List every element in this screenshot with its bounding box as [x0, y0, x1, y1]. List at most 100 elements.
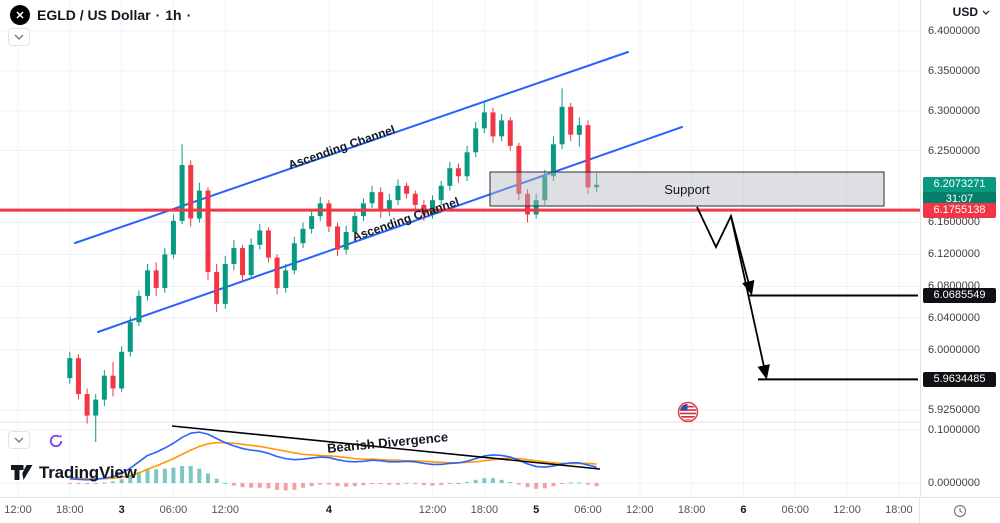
- macd-signal-line: [69, 441, 597, 480]
- histogram-bar: [344, 483, 349, 487]
- candle: [309, 209, 315, 234]
- price-axis[interactable]: 6.4000000 6.3500000 6.3000000 6.2500000 6.16…: [920, 0, 1000, 497]
- candle-body: [67, 358, 73, 379]
- histogram-bar: [465, 481, 470, 483]
- tradingview-logo[interactable]: TradingView: [10, 462, 137, 483]
- candle: [499, 113, 505, 142]
- symbol-name[interactable]: EGLD / US Dollar: [37, 7, 151, 23]
- histogram-bar: [335, 483, 340, 487]
- candle-body: [300, 228, 306, 244]
- time-axis-label: 12:00: [833, 504, 861, 516]
- histogram-bar: [223, 483, 228, 484]
- candle: [145, 263, 151, 301]
- histogram-bar: [456, 483, 461, 484]
- time-axis-day-label: 3: [118, 504, 125, 516]
- projection-arrow[interactable]: [696, 206, 755, 296]
- histogram-bar: [516, 483, 521, 485]
- time-axis-label: 12:00: [4, 504, 32, 516]
- time-axis-label: 18:00: [885, 504, 913, 516]
- interval-label[interactable]: 1h: [165, 7, 182, 23]
- histogram-bar: [214, 478, 219, 483]
- target-price-badge: 6.0685549: [923, 287, 996, 303]
- candle: [300, 222, 306, 249]
- histogram-bar: [395, 483, 400, 485]
- candle-body: [231, 248, 237, 264]
- tradingview-mark-icon: [11, 465, 33, 480]
- axis-corner: [919, 497, 1000, 523]
- histogram-bar: [473, 479, 478, 483]
- price-axis-label: 6.1600000: [928, 216, 980, 229]
- channel-trendline[interactable]: [97, 126, 683, 333]
- histogram-bar: [309, 483, 314, 487]
- histogram-bar: [560, 483, 565, 484]
- symbol-header: ✕ EGLD / US Dollar · 1h ·: [10, 5, 191, 25]
- candle: [170, 214, 176, 259]
- candle: [542, 169, 548, 205]
- price-axis-label: 6.2500000: [928, 144, 980, 157]
- candle: [257, 224, 263, 250]
- candle: [153, 262, 159, 296]
- currency-selector[interactable]: USD: [953, 5, 990, 19]
- annotation-text[interactable]: Ascending Channel: [286, 122, 396, 172]
- candle-body: [257, 230, 263, 245]
- time-axis[interactable]: 12:00 18:00 3 06:00 12:00 4 12:00 18:00 5 06:00 12…: [0, 497, 920, 523]
- price-axis-label: 5.9250000: [928, 403, 980, 416]
- indicator-axis-label: 0.1000000: [928, 424, 980, 436]
- candle-body: [516, 145, 522, 194]
- candle-body: [490, 112, 496, 137]
- candle-body: [404, 185, 410, 194]
- symbol-logo-multiversx[interactable]: ✕: [10, 5, 30, 25]
- histogram-bar: [249, 483, 254, 488]
- candle-body: [170, 220, 176, 255]
- collapse-main-pane-button[interactable]: [8, 28, 30, 46]
- candle-body: [309, 216, 315, 229]
- candle: [119, 346, 125, 392]
- histogram-bar: [378, 483, 383, 485]
- histogram-bar: [180, 466, 185, 483]
- candle-body: [326, 203, 332, 227]
- histogram-bar: [542, 483, 547, 489]
- candle: [162, 248, 168, 293]
- candle-body: [559, 106, 565, 145]
- support-zone[interactable]: [489, 171, 885, 207]
- histogram-bar: [387, 483, 392, 485]
- macd-indicator-icon[interactable]: [48, 433, 64, 449]
- histogram-bar: [266, 483, 271, 489]
- histogram-bar: [585, 483, 590, 485]
- candle-body: [343, 232, 349, 250]
- candle-body: [248, 244, 254, 276]
- divergence-trendline[interactable]: [171, 425, 601, 470]
- candle-body: [369, 192, 375, 204]
- projection-arrow[interactable]: [730, 215, 770, 380]
- histogram-bar: [205, 473, 210, 483]
- candle-body: [291, 243, 297, 271]
- candle: [136, 290, 142, 327]
- histogram-bar: [361, 483, 366, 486]
- chart-canvas[interactable]: Ascending Channel Ascending Channel Suppor…: [0, 0, 920, 497]
- price-badge-value: 6.0685549: [923, 287, 996, 303]
- candle: [481, 102, 487, 134]
- histogram-bar: [318, 483, 323, 485]
- clock-icon[interactable]: [953, 504, 967, 518]
- annotation-text[interactable]: Support: [664, 182, 710, 197]
- symbol-title[interactable]: EGLD / US Dollar · 1h ·: [37, 7, 191, 23]
- candle: [188, 160, 194, 227]
- flag-stripe: [679, 405, 697, 408]
- candle: [507, 117, 513, 151]
- candle-body: [525, 193, 531, 215]
- tradingview-logo-text: TradingView: [39, 462, 137, 482]
- candle-body: [335, 226, 341, 250]
- us-flag-event-icon[interactable]: [677, 401, 699, 423]
- histogram-bar: [93, 483, 98, 484]
- collapse-indicator-pane-button[interactable]: [8, 431, 30, 449]
- histogram-bar: [490, 478, 495, 483]
- candle: [430, 195, 436, 219]
- annotation-text[interactable]: Ascending Channel: [350, 194, 460, 244]
- candle-body: [507, 120, 513, 146]
- candle: [110, 362, 116, 397]
- candle: [265, 227, 271, 263]
- candle: [473, 121, 479, 158]
- histogram-bar: [67, 483, 72, 485]
- candle-body: [533, 200, 539, 215]
- candle-body: [473, 128, 479, 153]
